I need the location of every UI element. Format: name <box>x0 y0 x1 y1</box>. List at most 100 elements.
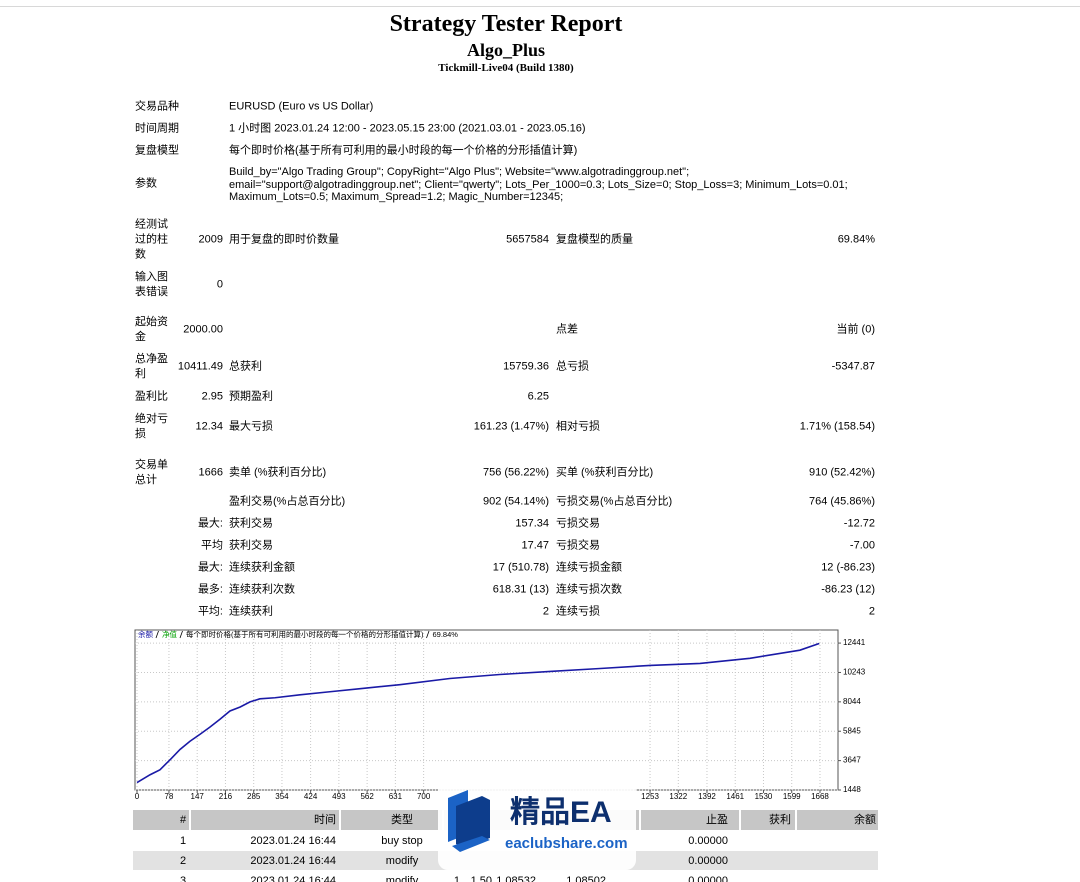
stat-label: 经测试过的柱数 <box>135 218 168 261</box>
stat-value: 0 <box>216 278 223 291</box>
balance-chart: 1448 3647 5845 8044 10243 12441 0 78 147 216 285 35… <box>134 629 866 801</box>
info-label: 交易品种 <box>135 100 179 113</box>
trade-cell: 1.50 <box>471 875 492 882</box>
server-name: Tickmill-Live04 (Build 1380) <box>438 62 574 74</box>
stat-value: -86.23 (12) <box>821 583 875 596</box>
x-tick-label: 285 <box>247 792 261 801</box>
column-header: # <box>180 814 187 826</box>
info-value: 1 小时图 2023.01.24 12:00 - 2023.05.15 23:0… <box>229 122 586 135</box>
stat-value: 161.23 (1.47%) <box>473 420 549 433</box>
trade-cell: modify <box>386 855 419 867</box>
stat-value: -5347.87 <box>831 360 875 373</box>
trade-cell: buy stop <box>381 835 423 847</box>
info-label: 参数 <box>135 177 157 190</box>
x-tick-label: 1322 <box>669 792 687 801</box>
stat-value: 910 (52.42%) <box>808 466 875 479</box>
stat-value: 2009 <box>198 233 223 246</box>
trade-cell: 1 <box>454 875 460 882</box>
stat-value: 17 (510.78) <box>492 561 549 574</box>
y-tick-label: 1448 <box>843 785 861 794</box>
trade-cell: 2023.01.24 16:44 <box>250 835 336 847</box>
stat-label: 最大亏损 <box>229 420 273 433</box>
trade-cell: 3 <box>180 875 186 882</box>
stat-label: 总亏损 <box>556 360 589 373</box>
y-tick-label: 5845 <box>843 726 861 735</box>
x-tick-label: 631 <box>389 792 403 801</box>
y-tick-label: 3647 <box>843 756 861 765</box>
stat-value: -7.00 <box>849 539 875 552</box>
column-header: 余额 <box>854 812 876 826</box>
trade-cell: 1.08532 <box>496 875 536 882</box>
parameter-line: Build_by="Algo Trading Group"; CopyRight… <box>229 166 690 178</box>
legend-separator <box>179 630 183 639</box>
stat-label: 预期盈利 <box>229 390 273 403</box>
parameter-line: Maximum_Lots=0.5; Maximum_Spread=1.2; Ma… <box>229 191 564 203</box>
trade-cell: modify <box>386 875 419 882</box>
stat-value: 平均: <box>197 605 223 618</box>
parameter-line: email="support@algotradinggroup.net"; Cl… <box>229 178 848 191</box>
stat-label: 买单 (%获利百分比) <box>556 466 654 479</box>
stat-label: 用于复盘的即时价数量 <box>229 233 339 246</box>
x-tick-label: 562 <box>360 792 374 801</box>
stat-label: 总净盈利 <box>135 353 168 380</box>
stat-value: 12.34 <box>195 420 223 433</box>
y-tick-label: 10243 <box>843 668 866 677</box>
column-header: 止盈 <box>706 813 728 826</box>
legend-separator <box>155 630 159 639</box>
stat-label: 连续亏损金额 <box>556 561 622 574</box>
legend-entry: 净值 <box>162 629 177 639</box>
stat-value: 10411.49 <box>177 360 223 373</box>
balance-line <box>136 642 820 784</box>
y-tick-label: 12441 <box>843 638 866 647</box>
stat-value: 2.95 <box>201 390 223 403</box>
watermark-brand: 精品EA <box>510 796 612 829</box>
trade-cell: 1 <box>180 835 186 847</box>
stat-value: 5657584 <box>506 233 549 246</box>
stat-value: 1666 <box>198 466 223 479</box>
watermark-site: eaclubshare.com <box>505 835 628 852</box>
watermark: 精品EA eaclubshare.com <box>438 780 636 870</box>
stat-value: 157.34 <box>515 517 549 530</box>
x-tick-label: 0 <box>135 792 140 801</box>
stat-value: 最多: <box>197 583 223 596</box>
x-tick-label: 1530 <box>755 792 773 801</box>
stat-label: 复盘模型的质量 <box>556 233 633 246</box>
stat-value: 平均 <box>201 539 223 552</box>
stat-label: 亏损交易 <box>556 517 600 530</box>
x-tick-label: 1392 <box>698 792 716 801</box>
watermark-icon <box>456 796 490 848</box>
stat-label: 点差 <box>556 323 578 336</box>
stat-label: 总获利 <box>229 360 262 373</box>
legend-entry: 余额 <box>138 629 153 639</box>
legend-separator <box>426 630 430 639</box>
x-tick-label: 1253 <box>641 792 659 801</box>
x-tick-label: 78 <box>164 792 173 801</box>
legend-entry: 每个即时价格(基于所有可利用的最小时段的每一个价格的分形插值计算) <box>186 629 424 639</box>
x-tick-label: 700 <box>417 792 431 801</box>
stat-label: 交易单总计 <box>135 459 168 486</box>
info-value: 每个即时价格(基于所有可利用的最小时段的每一个价格的分形插值计算) <box>229 144 578 157</box>
plot-frame <box>134 629 839 791</box>
trade-cell: 1.08502 <box>566 875 606 882</box>
stat-label: 连续获利 <box>229 605 273 618</box>
stat-value: 2 <box>542 605 549 618</box>
legend-entry: 69.84% <box>433 630 459 639</box>
x-tick-label: 147 <box>191 792 205 801</box>
stat-label: 输入图表错误 <box>135 271 168 298</box>
x-tick-label: 1668 <box>811 792 829 801</box>
stat-label: 相对亏损 <box>556 420 600 433</box>
stat-label: 连续亏损 <box>556 605 600 618</box>
stat-value: 6.25 <box>527 390 549 403</box>
watermark-icon <box>452 836 490 852</box>
stat-label: 盈利交易(%占总百分比) <box>229 495 346 508</box>
column-header: 类型 <box>391 812 413 826</box>
trade-cell: 0.00000 <box>688 875 728 882</box>
stat-value: 69.84% <box>837 233 875 246</box>
stat-value: 15759.36 <box>503 360 549 373</box>
stat-label: 卖单 (%获利百分比) <box>229 466 327 479</box>
x-tick-label: 1599 <box>783 792 801 801</box>
report-title: Strategy Tester Report <box>389 11 623 37</box>
trade-cell: 2023.01.24 16:44 <box>250 855 336 867</box>
x-tick-label: 493 <box>332 792 346 801</box>
